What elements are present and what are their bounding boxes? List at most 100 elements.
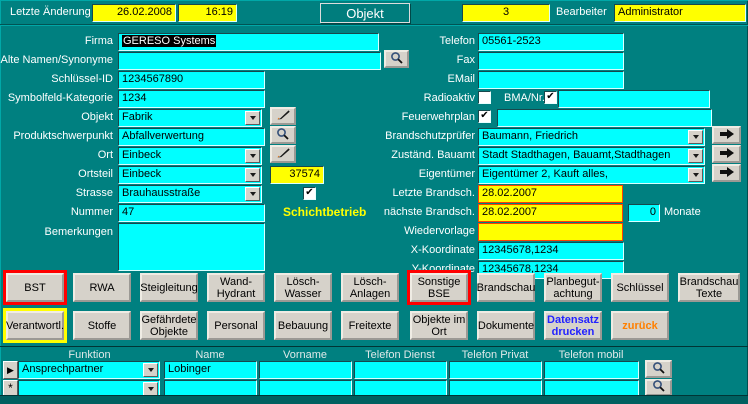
last-change-date-field[interactable]: 26.02.2008: [92, 4, 176, 22]
eigentuemer-dropdown[interactable]: Eigentümer 2, Kauft alles,: [478, 166, 705, 184]
bma-field[interactable]: [558, 90, 710, 108]
schichtbetrieb-label: Schichtbetrieb: [283, 205, 367, 219]
radioaktiv-label: Radioaktiv: [423, 92, 475, 104]
gefaehrdete-objekte-button[interactable]: Gefährdete Objekte: [140, 311, 198, 340]
radioaktiv-checkbox[interactable]: [478, 91, 491, 104]
search-icon: [652, 361, 666, 378]
bebauung-button[interactable]: Bebauung: [274, 311, 332, 340]
feuerwehrplan-field[interactable]: [497, 109, 712, 127]
dropdown-arrow-icon[interactable]: [245, 187, 260, 201]
loesch-wasser-button[interactable]: Lösch- Wasser: [274, 273, 332, 302]
dropdown-arrow-icon[interactable]: [143, 363, 158, 377]
loesch-anlagen-button[interactable]: Lösch- Anlagen: [341, 273, 399, 302]
zurueck-button[interactable]: zurück: [611, 311, 669, 340]
telefon-field[interactable]: 05561-2523: [478, 33, 624, 51]
produktschwerpunkt-field[interactable]: Abfallverwertung: [118, 128, 265, 146]
funktion-dropdown-row1[interactable]: Ansprechpartner: [18, 361, 160, 379]
ort-value: Einbeck: [122, 149, 162, 161]
record-number-field[interactable]: 3: [462, 4, 550, 22]
planbegutachtung-button[interactable]: Planbegut- achtung: [544, 273, 602, 302]
freitexte-button[interactable]: Freitexte: [341, 311, 399, 340]
schluessel-button[interactable]: Schlüssel: [611, 273, 669, 302]
dropdown-arrow-icon[interactable]: [688, 168, 703, 182]
alte-namen-search-button[interactable]: [384, 50, 409, 68]
ortsteil-dropdown[interactable]: Einbeck: [118, 166, 262, 184]
schluessel-id-label: Schlüssel-ID: [51, 73, 113, 85]
record-selector-current[interactable]: ▶: [3, 361, 18, 379]
contact-search-button-row2[interactable]: [645, 379, 672, 396]
bemerkungen-field[interactable]: [118, 223, 265, 271]
brandschutzpruefer-label: Brandschutzprüfer: [385, 130, 475, 142]
x-koordinate-field[interactable]: 12345678,1234: [478, 242, 624, 260]
stoffe-button[interactable]: Stoffe: [73, 311, 131, 340]
pen-icon: [276, 146, 291, 162]
objekt-dropdown[interactable]: Fabrik: [118, 109, 262, 127]
personal-button[interactable]: Personal: [207, 311, 265, 340]
letzte-brandschau-field[interactable]: 28.02.2007: [478, 185, 623, 203]
objekt-edit-button[interactable]: [270, 107, 296, 125]
email-field[interactable]: [478, 71, 624, 89]
last-change-time-field[interactable]: 16:19: [178, 4, 237, 22]
wand-hydrant-button[interactable]: Wand- Hydrant: [207, 273, 265, 302]
column-header-name: Name: [195, 349, 225, 361]
firma-field[interactable]: GERESO Systems: [118, 33, 379, 51]
ort-edit-button[interactable]: [270, 145, 296, 163]
telefon-mobil-field-row1[interactable]: [544, 361, 639, 379]
wiedervorlage-field[interactable]: [478, 223, 623, 241]
telefon-label: Telefon: [439, 35, 475, 47]
ort-dropdown[interactable]: Einbeck: [118, 147, 262, 165]
naechste-brandschau-field[interactable]: 28.02.2007: [478, 204, 623, 222]
contact-search-button-row1[interactable]: [645, 360, 672, 378]
editor-field[interactable]: Administrator: [614, 4, 746, 22]
bauamt-dropdown[interactable]: Stadt Stadthagen, Bauamt,Stadthagen: [478, 147, 705, 165]
feuerwehrplan-checkbox[interactable]: ✔: [478, 110, 491, 123]
bauamt-goto-button[interactable]: [712, 145, 741, 163]
dropdown-arrow-icon[interactable]: [688, 149, 703, 163]
telefon-dienst-field-row1[interactable]: [354, 361, 447, 379]
page-title: Objekt: [320, 3, 410, 23]
letzte-brandschau-label: Letzte Brandsch.: [392, 187, 475, 199]
datensatz-drucken-button[interactable]: Datensatz drucken: [544, 311, 602, 340]
verantwortliche-button[interactable]: Verantwortl.: [6, 311, 64, 340]
alte-namen-field[interactable]: [118, 52, 381, 70]
symbolfeld-field[interactable]: 1234: [118, 90, 265, 108]
rwa-button[interactable]: RWA: [73, 273, 131, 302]
produktschwerpunkt-search-button[interactable]: [270, 126, 296, 144]
dropdown-arrow-icon[interactable]: [245, 111, 260, 125]
eigentuemer-label: Eigentümer: [418, 168, 475, 180]
y-koordinate-label: Y-Koordinate: [411, 263, 475, 275]
strasse-dropdown[interactable]: Brauhausstraße: [118, 185, 262, 203]
bma-checkbox[interactable]: ✔: [544, 91, 557, 104]
objekt-value: Fabrik: [122, 111, 153, 123]
brandschutzpruefer-goto-button[interactable]: [712, 126, 741, 144]
brandschau-button[interactable]: Brandschau: [477, 273, 535, 302]
monate-field[interactable]: 0: [628, 204, 660, 222]
dropdown-arrow-icon[interactable]: [245, 168, 260, 182]
strasse-checkbox[interactable]: ✔: [303, 187, 316, 200]
bottom-status-strip: [0, 395, 748, 404]
eigentuemer-goto-button[interactable]: [712, 164, 741, 182]
column-header-telefon-privat: Telefon Privat: [461, 349, 529, 361]
schluessel-id-field[interactable]: 1234567890: [118, 71, 265, 89]
bst-button[interactable]: BST: [6, 273, 64, 302]
new-record-icon: *: [8, 381, 13, 395]
steigleitung-button[interactable]: Steigleitung: [140, 273, 198, 302]
record-selector-new[interactable]: *: [3, 380, 18, 397]
sonstige-bse-button[interactable]: Sonstige BSE: [410, 273, 468, 302]
fax-field[interactable]: [478, 52, 624, 70]
dropdown-arrow-icon[interactable]: [245, 149, 260, 163]
brandschau-texte-button[interactable]: Brandschau Texte: [678, 273, 740, 302]
vorname-field-row1[interactable]: [259, 361, 352, 379]
brandschutzpruefer-dropdown[interactable]: Baumann, Friedrich: [478, 128, 705, 146]
objekte-im-ort-button[interactable]: Objekte im Ort: [410, 311, 468, 340]
dropdown-arrow-icon[interactable]: [143, 382, 158, 396]
strasse-label: Strasse: [75, 187, 113, 199]
name-field-row1[interactable]: Lobinger: [164, 361, 257, 379]
telefon-privat-field-row1[interactable]: [449, 361, 542, 379]
dokumente-button[interactable]: Dokumente: [477, 311, 535, 340]
dropdown-arrow-icon[interactable]: [688, 130, 703, 144]
plz-field[interactable]: 37574: [270, 166, 324, 184]
x-koordinate-label: X-Koordinate: [410, 244, 475, 256]
bma-label: BMA/Nr.: [504, 92, 545, 104]
nummer-field[interactable]: 47: [118, 204, 265, 222]
